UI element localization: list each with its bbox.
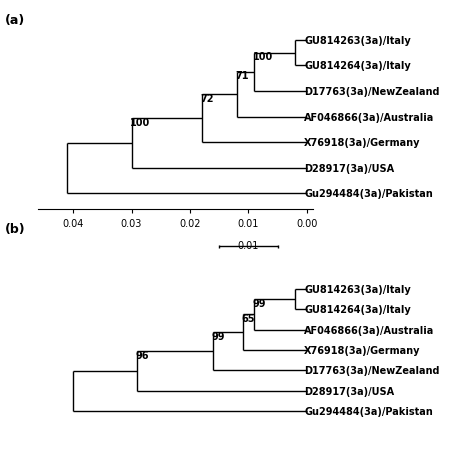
Text: Gu294484(3a)/Pakistan: Gu294484(3a)/Pakistan [304,406,433,416]
Text: (b): (b) [5,223,26,236]
Text: D28917(3a)/USA: D28917(3a)/USA [304,386,394,396]
Text: GU814264(3a)/Italy: GU814264(3a)/Italy [304,304,411,314]
Text: 99: 99 [212,331,225,341]
Text: X76918(3a)/Germany: X76918(3a)/Germany [304,138,420,148]
Text: GU814263(3a)/Italy: GU814263(3a)/Italy [304,35,411,46]
Text: 100: 100 [130,118,150,127]
Text: Gu294484(3a)/Pakistan: Gu294484(3a)/Pakistan [304,189,433,199]
Text: AF046866(3a)/Australia: AF046866(3a)/Australia [304,112,434,122]
Text: 72: 72 [200,94,213,104]
Text: GU814263(3a)/Italy: GU814263(3a)/Italy [304,284,411,294]
Text: D28917(3a)/USA: D28917(3a)/USA [304,163,394,173]
Text: D17763(3a)/NewZealand: D17763(3a)/NewZealand [304,87,439,97]
Text: X76918(3a)/Germany: X76918(3a)/Germany [304,345,420,355]
Text: 99: 99 [253,298,266,308]
Text: 71: 71 [235,71,248,81]
Text: GU814264(3a)/Italy: GU814264(3a)/Italy [304,61,411,71]
Text: 65: 65 [241,313,255,324]
Text: AF046866(3a)/Australia: AF046866(3a)/Australia [304,325,434,335]
Text: D17763(3a)/NewZealand: D17763(3a)/NewZealand [304,365,439,375]
Text: (a): (a) [5,14,25,27]
Text: 96: 96 [136,350,149,360]
Text: 0.01: 0.01 [238,240,259,250]
Text: 100: 100 [253,52,273,62]
